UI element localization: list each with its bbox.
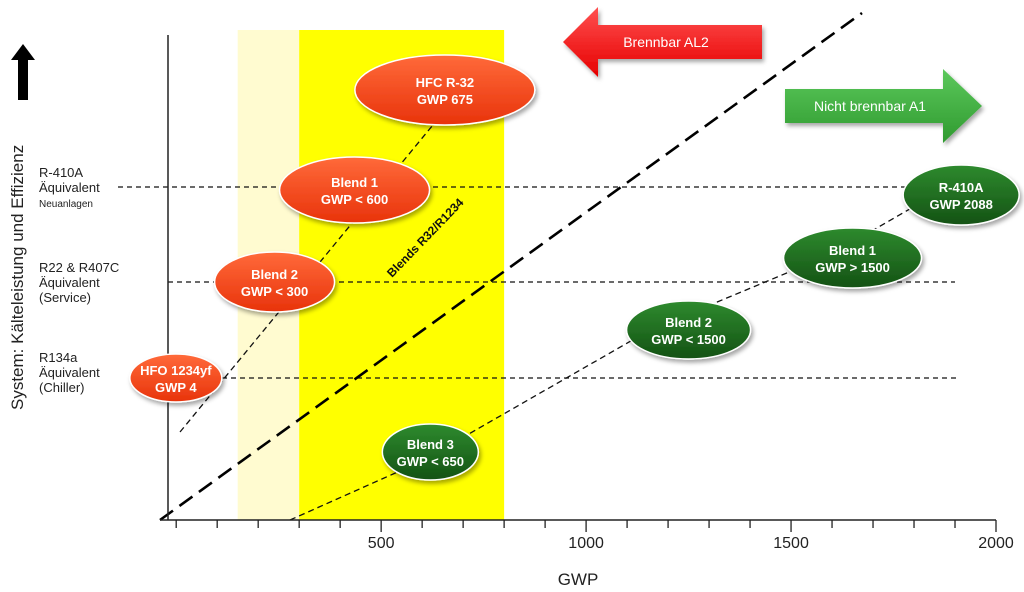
bubble-blend-2: Blend 2 GWP < 300 [213, 251, 336, 313]
bubble-blend-1: Blend 1 GWP > 1500 [782, 227, 923, 289]
bubble-label: GWP < 300 [241, 284, 308, 299]
bubble-shape [213, 251, 336, 313]
xlabel: GWP [558, 570, 599, 589]
bubble-label: Blend 2 [251, 267, 298, 282]
bubble-shape [381, 423, 480, 481]
bubble-shape [902, 164, 1020, 226]
bubble-shape [625, 300, 752, 360]
level-label-R410A: R-410A Äquivalent Neuanlagen [39, 165, 100, 210]
bubble-label: Blend 3 [407, 437, 454, 452]
bubble-label: GWP 2088 [929, 197, 992, 212]
bubble-shape [278, 156, 431, 224]
flammability-arrows: Brennbar AL2 Nicht brennbar A1 [563, 7, 982, 143]
level-label-R22: R22 & R407C Äquivalent (Service) [39, 260, 119, 305]
ylabel: System: Kälteleistung und Effizienz [8, 145, 27, 410]
arrow-label: Nicht brennbar A1 [814, 98, 926, 114]
bubble-label: GWP 4 [155, 380, 197, 395]
bubble-shape [129, 353, 223, 403]
bubble-label: GWP < 650 [397, 454, 464, 469]
trend-line-red [179, 79, 471, 433]
right-arrow-icon [785, 69, 982, 143]
bubble-label: GWP < 600 [321, 192, 388, 207]
bubble-label: HFO 1234yf [140, 363, 212, 378]
x-tick-label: 1500 [773, 535, 809, 552]
bubble-label: Blend 1 [829, 243, 876, 258]
bubble-label: Blend 1 [331, 175, 378, 190]
bubble-label: GWP > 1500 [815, 260, 890, 275]
bubble-label: Blend 2 [665, 315, 712, 330]
x-ticks: 500 1000 1500 2000 [175, 520, 1014, 552]
refrigerant-bubbles: HFO 1234yf GWP 4 Blend 2 GWP < 300 Blend 1 GW… [129, 54, 1020, 481]
level-label-R134a: R134a Äquivalent (Chiller) [39, 350, 100, 395]
bubble-blend-1: Blend 1 GWP < 600 [278, 156, 431, 224]
up-arrow-icon [11, 44, 35, 100]
left-arrow-icon [563, 7, 762, 77]
bubble-label: R-410A [939, 180, 984, 195]
bubble-r-410a: R-410A GWP 2088 [902, 164, 1020, 226]
x-tick-label: 1000 [568, 535, 604, 552]
bubble-hfo-1234yf: HFO 1234yf GWP 4 [129, 353, 223, 403]
x-tick-label: 2000 [978, 535, 1014, 552]
x-tick-label: 500 [368, 535, 395, 552]
bubble-blend-3: Blend 3 GWP < 650 [381, 423, 480, 481]
bubble-blend-2: Blend 2 GWP < 1500 [625, 300, 752, 360]
y-axis-title: System: Kälteleistung und Effizienz [8, 44, 35, 410]
bubble-label: HFC R-32 [416, 75, 475, 90]
diagonal-blends-line [159, 11, 863, 522]
bubble-hfc-r-32: HFC R-32 GWP 675 [354, 54, 536, 126]
level-lines: R134a Äquivalent (Chiller) R22 & R407C Äquiv… [39, 165, 965, 395]
bubble-shape [354, 54, 536, 126]
bubble-label: GWP 675 [417, 92, 473, 107]
bubble-label: GWP < 1500 [651, 332, 726, 347]
bubble-shape [782, 227, 923, 289]
arrow-label: Brennbar AL2 [623, 34, 709, 50]
